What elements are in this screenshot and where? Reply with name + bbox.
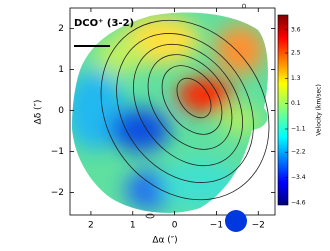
velocity-map xyxy=(72,12,268,213)
contours xyxy=(100,19,270,219)
colorbar-tick-label: −1.1 xyxy=(291,126,306,133)
colorbar-tick-label: −2.2 xyxy=(291,149,306,156)
colorbar-tick-label: 0.1 xyxy=(291,100,301,107)
y-tick-label: 0 xyxy=(58,106,64,116)
colorbar-tick-label: 3.6 xyxy=(291,26,301,33)
x-tick-label: −2 xyxy=(252,221,265,231)
marker xyxy=(242,3,246,9)
chart-title: DCO⁺ (3-2) xyxy=(74,18,134,29)
colorbar-label: Velocity (km/sec) xyxy=(316,84,323,136)
colorbar-tick-label: −3.4 xyxy=(291,174,306,181)
x-tick-label: 2 xyxy=(88,221,94,231)
colorbar-tick-label: 2.5 xyxy=(291,50,301,57)
x-axis-label: Δα (″) xyxy=(152,236,177,246)
y-tick-label: 1 xyxy=(58,65,64,75)
plot-frame xyxy=(69,7,276,216)
colorbar-tick-label: 1.3 xyxy=(291,75,301,82)
y-tick-label: −2 xyxy=(51,188,64,198)
x-tick-label: 0 xyxy=(172,221,178,231)
x-tick-label: −1 xyxy=(210,221,223,231)
colorbar xyxy=(277,14,289,206)
y-axis-label: Δδ (″) xyxy=(34,100,44,125)
x-tick-label: 1 xyxy=(130,221,136,231)
beam xyxy=(225,210,247,232)
y-tick-label: −1 xyxy=(51,147,64,157)
colorbar-tick-label: −4.6 xyxy=(291,199,306,206)
y-tick-label: 2 xyxy=(58,24,64,34)
